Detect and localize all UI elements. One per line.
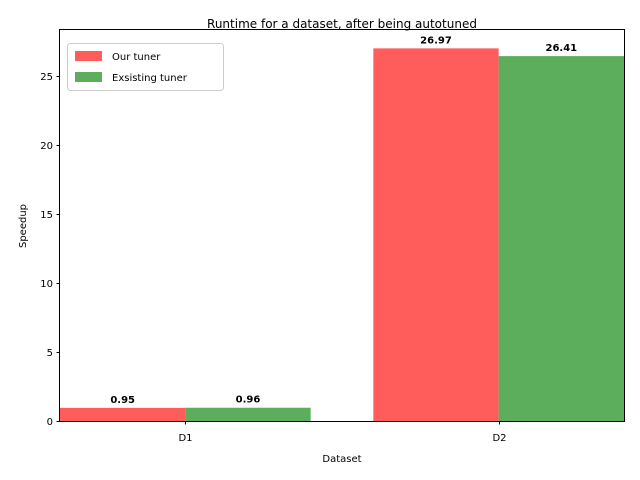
data-label-existing-tuner-d2: 26.41 xyxy=(546,43,578,54)
y-tick-label: 0 xyxy=(47,417,53,428)
legend-label-existing-tuner: Exsisting tuner xyxy=(112,73,188,84)
data-label-existing-tuner-d1: 0.96 xyxy=(236,395,261,406)
y-tick-label: 5 xyxy=(47,348,53,359)
bar-our-tuner-d1 xyxy=(60,407,186,421)
legend-swatch-our-tuner xyxy=(75,51,102,61)
data-labels-layer: 0.95 26.97 0.96 26.41 xyxy=(110,35,577,405)
y-axis-label: Speedup xyxy=(18,204,29,248)
y-tick-label: 25 xyxy=(40,72,53,83)
legend-box xyxy=(67,43,224,91)
legend: Our tuner Exsisting tuner xyxy=(67,43,224,91)
legend-swatch-existing-tuner xyxy=(75,72,102,82)
y-tick-label: 20 xyxy=(40,141,53,152)
y-tick-label: 10 xyxy=(40,279,53,290)
bars-layer xyxy=(60,48,624,422)
x-axis-label: Dataset xyxy=(322,454,361,465)
y-tick-label: 15 xyxy=(40,210,53,221)
x-axis: D1 D2 xyxy=(178,421,507,444)
bar-existing-tuner-d2 xyxy=(498,56,624,421)
legend-label-our-tuner: Our tuner xyxy=(112,52,161,63)
bar-our-tuner-d2 xyxy=(373,48,499,422)
x-tick-label-d2: D2 xyxy=(492,433,506,444)
plot-frame xyxy=(59,29,625,422)
bar-existing-tuner-d1 xyxy=(185,407,311,421)
chart-title: Runtime for a dataset, after being autot… xyxy=(207,17,477,31)
y-axis: 0 5 10 15 20 25 xyxy=(40,72,60,428)
x-tick-label-d1: D1 xyxy=(178,433,192,444)
data-label-our-tuner-d1: 0.95 xyxy=(110,395,135,406)
data-label-our-tuner-d2: 26.97 xyxy=(420,35,452,46)
